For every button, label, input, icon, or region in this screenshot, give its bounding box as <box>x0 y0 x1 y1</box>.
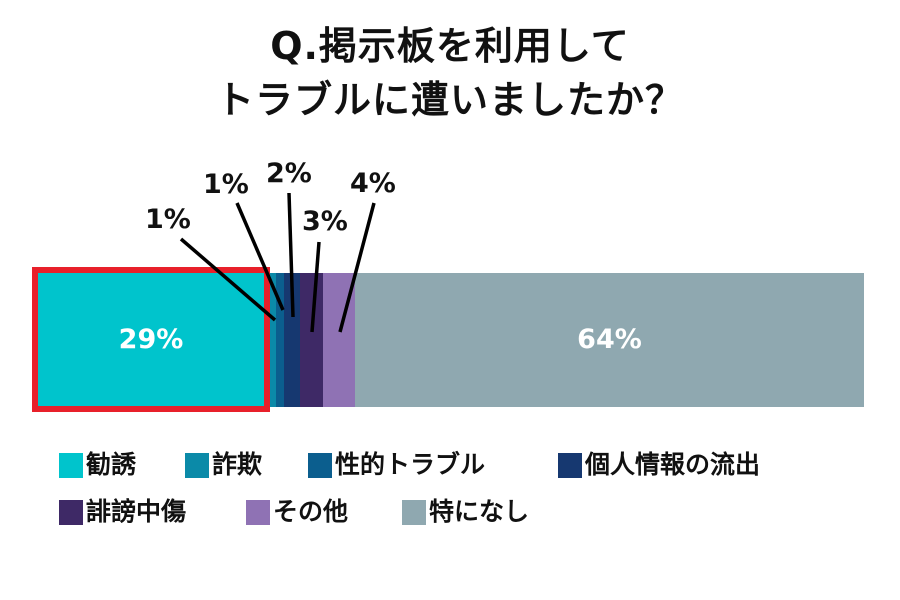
callout-personal-info-leak: 2% <box>266 158 312 189</box>
legend-label: 性的トラブル <box>335 450 486 479</box>
callout-other: 4% <box>350 168 396 199</box>
legend-swatch-icon <box>308 452 332 478</box>
legend-swatch-icon <box>59 452 83 478</box>
legend-swatch-icon <box>185 452 209 478</box>
legend-label: 特になし <box>429 497 530 526</box>
callout-fraud: 1% <box>145 204 191 235</box>
chart-title-line1: Q.掲示板を利用して <box>270 24 630 68</box>
bar-segment-other <box>323 273 355 407</box>
legend-item-other: その他 <box>246 498 348 526</box>
highlight-box <box>32 267 270 412</box>
legend-item-fraud: 詐欺 <box>185 451 262 479</box>
legend-swatch-icon <box>246 499 270 525</box>
bar-segment-fraud <box>270 273 276 407</box>
legend-item-solicitation: 勧誘 <box>59 451 136 479</box>
bar-label-none: 64% <box>577 324 642 355</box>
bar-segment-defamation <box>300 273 323 407</box>
legend-swatch-icon <box>402 499 426 525</box>
legend-item-defamation: 誹謗中傷 <box>59 498 186 526</box>
legend-label: 詐欺 <box>212 450 263 479</box>
bar-label-solicitation: 29% <box>118 324 184 355</box>
bar-segment-personal-info-leak <box>284 273 300 407</box>
legend-item-personal-info-leak: 個人情報の流出 <box>558 451 760 479</box>
callout-defamation: 3% <box>302 206 348 237</box>
chart-title-line2: トラブルに遭いましたか？ <box>215 78 684 122</box>
legend-label: 勧誘 <box>86 450 137 479</box>
legend-item-none: 特になし <box>402 498 529 526</box>
callout-sexual-trouble: 1% <box>203 169 249 200</box>
legend-label: その他 <box>273 497 349 526</box>
legend-label: 個人情報の流出 <box>585 450 761 479</box>
legend-swatch-icon <box>59 499 83 525</box>
legend-label: 誹謗中傷 <box>86 497 187 526</box>
legend-swatch-icon <box>558 452 582 478</box>
bar-segment-none: 64% <box>355 273 864 407</box>
legend-item-sexual-trouble: 性的トラブル <box>308 451 485 479</box>
bar-segment-sexual-trouble <box>276 273 284 407</box>
